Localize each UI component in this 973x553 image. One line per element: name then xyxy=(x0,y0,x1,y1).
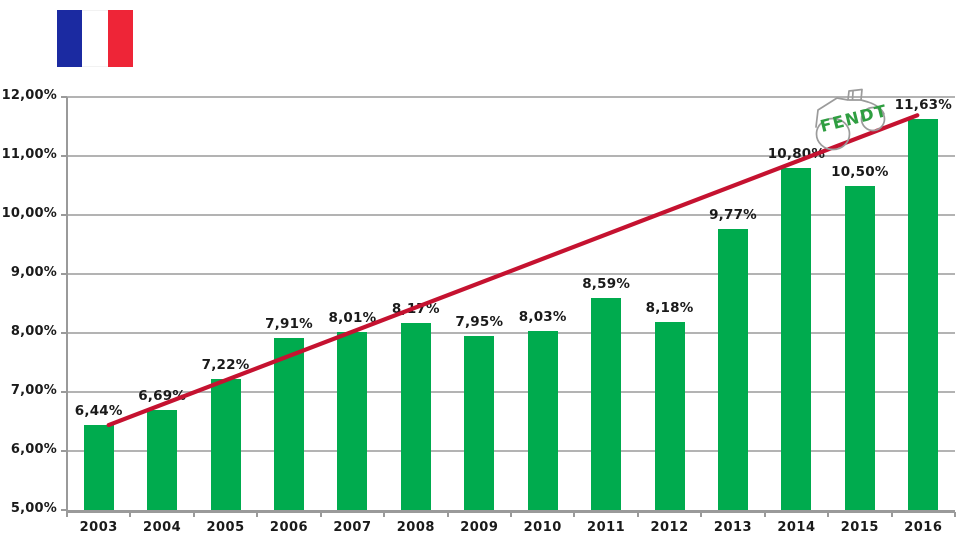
bar-value-label-2003: 6,44% xyxy=(74,403,123,420)
bar-value-label-2012: 8,18% xyxy=(645,300,694,317)
flag-stripe-blue xyxy=(57,10,83,67)
y-axis-tick xyxy=(61,391,67,393)
x-axis-label-2009: 2009 xyxy=(460,520,499,535)
x-axis-tick xyxy=(763,512,766,517)
gridline-9,00% xyxy=(67,273,955,275)
x-axis-tick xyxy=(890,512,893,517)
bar-2006 xyxy=(274,338,304,510)
x-axis-label-2006: 2006 xyxy=(269,520,309,535)
bar-2003 xyxy=(83,425,114,510)
x-axis-label-2008: 2008 xyxy=(396,520,435,535)
bar-value-label-2013: 9,77% xyxy=(709,206,757,223)
y-axis-line xyxy=(66,97,68,514)
y-axis-label: 10,00% xyxy=(1,206,57,221)
bar-value-label-2015: 10,50% xyxy=(831,163,889,180)
x-axis-tick xyxy=(700,512,703,517)
y-axis-label: 6,00% xyxy=(10,442,57,457)
bar-value-label-2004: 6,69% xyxy=(138,388,187,405)
x-axis-tick xyxy=(66,512,68,517)
fendt-tractor-logo: FENDT xyxy=(815,88,890,151)
y-axis-label: 8,00% xyxy=(10,324,57,339)
bar-value-label-2011: 8,59% xyxy=(582,276,631,293)
bar-value-label-2005: 7,22% xyxy=(201,357,250,374)
x-axis-label-2007: 2007 xyxy=(333,520,372,535)
x-axis-tick xyxy=(383,512,386,517)
x-axis-tick xyxy=(256,512,259,517)
flag-stripe-white xyxy=(82,10,108,67)
bar-value-label-2016: 11,63% xyxy=(894,96,952,113)
x-axis-tick xyxy=(446,512,449,517)
bar-2014 xyxy=(781,167,812,510)
bar-2013 xyxy=(718,228,748,510)
x-axis-label-2003: 2003 xyxy=(79,520,118,535)
x-axis-label-2010: 2010 xyxy=(523,520,562,535)
x-axis-line xyxy=(66,510,955,513)
y-axis-label: 12,00% xyxy=(1,88,57,103)
y-axis-tick xyxy=(61,96,67,98)
y-axis-tick xyxy=(61,450,67,452)
fendt-logo-text: FENDT xyxy=(818,101,889,136)
y-axis-label: 5,00% xyxy=(10,501,57,516)
y-axis-label: 7,00% xyxy=(10,383,57,398)
x-axis-tick xyxy=(192,512,195,517)
bar-2007 xyxy=(337,332,368,510)
bar-2009 xyxy=(464,335,495,510)
y-axis-tick xyxy=(61,214,67,216)
bar-2012 xyxy=(654,322,685,510)
gridline-12,00% xyxy=(67,96,955,98)
x-axis-tick xyxy=(510,512,512,517)
x-axis-label-2004: 2004 xyxy=(143,520,182,535)
x-axis-label-2015: 2015 xyxy=(840,520,879,535)
x-axis-tick xyxy=(827,512,830,517)
x-axis-label-2016: 2016 xyxy=(904,520,943,535)
x-axis-tick xyxy=(319,512,322,517)
bar-2008 xyxy=(400,322,431,510)
y-axis-label: 9,00% xyxy=(10,265,57,280)
x-axis-tick xyxy=(954,512,956,517)
tractor-cab-window-icon xyxy=(848,90,862,101)
x-axis-label-2014: 2014 xyxy=(777,520,816,535)
bar-value-label-2010: 8,03% xyxy=(518,309,567,326)
y-axis-tick xyxy=(61,155,67,157)
bar-2016 xyxy=(908,118,939,510)
bar-2011 xyxy=(591,298,622,510)
france-flag xyxy=(57,10,133,67)
bar-2005 xyxy=(210,379,241,510)
bar-2010 xyxy=(527,331,558,510)
x-axis-label-2012: 2012 xyxy=(650,520,689,535)
tractor-body-icon xyxy=(815,88,885,128)
bar-2004 xyxy=(147,410,178,510)
y-axis-tick xyxy=(61,273,67,275)
bar-2015 xyxy=(844,185,875,510)
x-axis-label-2011: 2011 xyxy=(587,520,626,535)
x-axis-tick xyxy=(636,512,639,517)
gridline-10,00% xyxy=(67,214,955,216)
gridline-8,00% xyxy=(67,332,955,334)
x-axis-tick xyxy=(573,512,576,517)
y-axis-label: 11,00% xyxy=(1,147,57,162)
y-axis-tick xyxy=(61,509,67,511)
flag-stripe-red xyxy=(107,10,133,67)
x-axis-tick xyxy=(129,512,132,517)
x-axis-label-2005: 2005 xyxy=(206,520,245,535)
x-axis-label-2013: 2013 xyxy=(713,520,753,535)
y-axis-tick xyxy=(61,332,67,334)
gridline-6,00% xyxy=(67,450,955,452)
